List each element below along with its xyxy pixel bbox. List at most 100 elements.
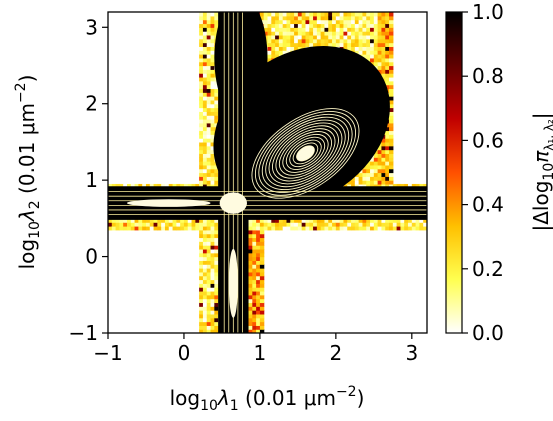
heat-cell bbox=[202, 306, 208, 311]
heat-cell bbox=[385, 164, 390, 170]
heat-cell bbox=[210, 248, 215, 254]
heat-cell bbox=[161, 222, 166, 227]
heat-cell bbox=[202, 19, 208, 25]
heat-cell bbox=[389, 107, 394, 112]
heat-cell bbox=[373, 168, 379, 174]
heat-cell bbox=[392, 183, 398, 189]
heat-cell bbox=[278, 15, 284, 21]
heat-cell bbox=[297, 218, 303, 223]
heat-cell bbox=[366, 222, 371, 227]
heat-cell bbox=[385, 76, 390, 82]
heat-cell bbox=[301, 31, 307, 36]
heat-cell bbox=[199, 76, 204, 82]
heat-cell bbox=[370, 15, 375, 21]
heat-cell bbox=[259, 260, 265, 265]
heat-cell bbox=[373, 153, 379, 158]
heat-cell bbox=[385, 141, 390, 147]
heat-cell bbox=[199, 107, 204, 112]
heat-cell bbox=[385, 222, 390, 227]
heat-cell bbox=[297, 226, 303, 231]
heat-cell bbox=[206, 92, 212, 97]
heat-cell bbox=[381, 180, 386, 185]
heat-cell bbox=[206, 57, 212, 63]
heat-cell bbox=[389, 27, 394, 32]
heat-cell bbox=[351, 19, 356, 25]
heat-cell bbox=[381, 73, 386, 78]
heat-cell bbox=[335, 15, 341, 21]
heat-cell bbox=[275, 218, 280, 223]
heat-cell bbox=[301, 222, 307, 227]
heat-cell bbox=[423, 183, 427, 189]
heat-cell bbox=[324, 42, 329, 47]
heat-cell bbox=[263, 218, 269, 223]
heat-cell bbox=[202, 321, 208, 326]
heat-cell bbox=[351, 31, 356, 36]
heat-cell bbox=[199, 99, 204, 105]
heat-cell bbox=[347, 31, 352, 36]
heat-cell bbox=[316, 34, 322, 40]
heat-cell bbox=[351, 23, 356, 28]
heat-cell bbox=[381, 69, 386, 74]
heat-cell bbox=[385, 126, 390, 132]
heat-cell bbox=[320, 42, 326, 47]
heat-cell bbox=[389, 122, 394, 128]
heat-cell bbox=[214, 287, 219, 292]
heat-cell bbox=[195, 218, 200, 223]
heat-cell bbox=[252, 248, 257, 254]
heat-cell bbox=[305, 12, 310, 17]
heat-cell bbox=[316, 218, 322, 223]
heat-cell bbox=[202, 122, 208, 128]
heat-cell bbox=[385, 168, 390, 174]
heat-cell bbox=[332, 19, 337, 25]
heat-cell bbox=[214, 264, 219, 269]
heat-cell bbox=[252, 218, 257, 223]
colorbar-tick-label: 0.2 bbox=[472, 257, 504, 281]
heat-cell bbox=[309, 23, 314, 28]
heat-cell bbox=[252, 233, 257, 239]
heat-cell bbox=[358, 180, 364, 185]
heat-cell bbox=[202, 233, 208, 239]
heat-cell bbox=[161, 183, 166, 189]
contour-lines bbox=[108, 12, 427, 333]
heat-cell bbox=[294, 226, 299, 231]
heat-cell bbox=[339, 226, 345, 231]
heat-cell bbox=[267, 15, 272, 21]
heat-cell bbox=[294, 38, 299, 44]
heat-cell bbox=[157, 218, 162, 223]
heat-cell bbox=[389, 126, 394, 132]
heat-cell bbox=[389, 153, 394, 158]
heat-cell bbox=[389, 172, 394, 177]
heat-cell bbox=[343, 31, 348, 36]
heat-cell bbox=[373, 176, 379, 181]
heat-cell bbox=[259, 264, 265, 269]
heat-cell bbox=[115, 222, 120, 227]
heat-cell bbox=[206, 298, 212, 304]
heat-cell bbox=[199, 27, 204, 32]
heat-cell bbox=[256, 298, 261, 304]
heat-cell bbox=[259, 252, 265, 258]
heat-cell bbox=[149, 183, 155, 189]
heat-cell bbox=[108, 183, 113, 189]
heat-cell bbox=[202, 271, 208, 277]
heat-cell bbox=[385, 15, 390, 21]
heat-cell bbox=[191, 218, 196, 223]
heat-cell bbox=[153, 222, 158, 227]
heat-cell bbox=[256, 325, 261, 330]
heat-cell bbox=[347, 12, 352, 17]
heat-cell bbox=[392, 222, 398, 227]
heat-cell bbox=[370, 180, 375, 185]
colorbar-ticks: 0.0 0.2 0.4 0.6 0.8 1.0 bbox=[462, 0, 504, 345]
heat-cell bbox=[324, 38, 329, 44]
heat-cell bbox=[199, 233, 204, 239]
heat-cell bbox=[347, 226, 352, 231]
heat-cell bbox=[111, 183, 117, 189]
heat-cell bbox=[275, 15, 280, 21]
heat-cell bbox=[381, 168, 386, 174]
heat-cell bbox=[392, 218, 398, 223]
heat-cell bbox=[206, 287, 212, 292]
heat-cell bbox=[252, 298, 257, 304]
heat-cell bbox=[385, 134, 390, 139]
heat-cell bbox=[366, 218, 371, 223]
heat-cell bbox=[214, 19, 219, 25]
heat-cell bbox=[206, 283, 212, 288]
